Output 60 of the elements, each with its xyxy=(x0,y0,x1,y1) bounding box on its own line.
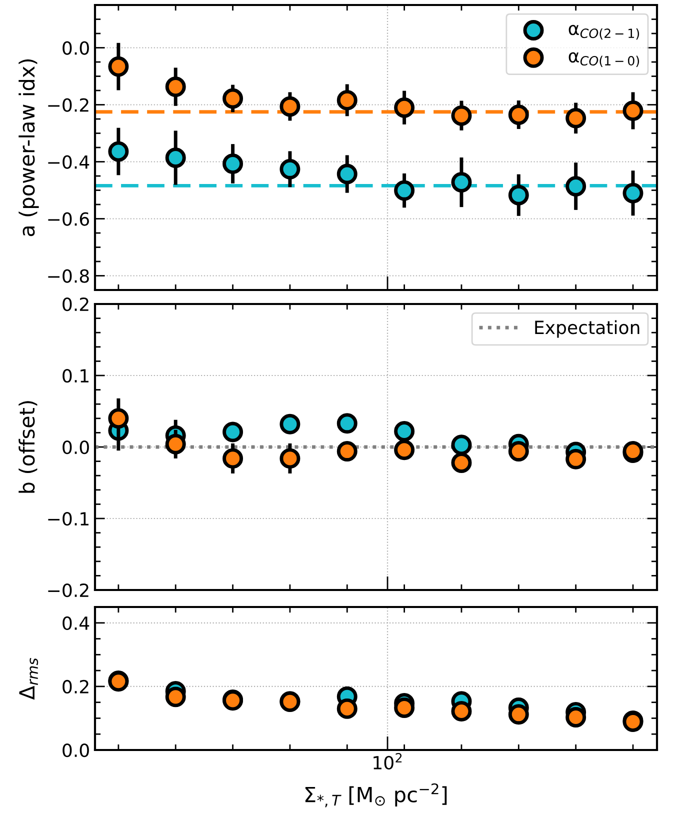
y-tick-label: 0.0 xyxy=(62,743,89,758)
point xyxy=(451,700,472,722)
point xyxy=(394,97,415,118)
point xyxy=(108,56,129,77)
point xyxy=(108,408,129,429)
y-tick-label: −0.2 xyxy=(48,583,88,598)
point xyxy=(451,452,472,473)
y-tick-label: −0.2 xyxy=(48,98,88,112)
y-tick-label: −0.4 xyxy=(48,155,90,169)
point xyxy=(508,184,529,206)
point xyxy=(451,105,472,126)
point xyxy=(280,448,300,469)
y-tick-label: 0.4 xyxy=(62,616,90,630)
point xyxy=(508,704,529,725)
legend-label: Expectation xyxy=(535,320,640,338)
point xyxy=(566,448,586,470)
y-tick-label: −0.6 xyxy=(48,212,89,226)
point xyxy=(622,182,644,204)
x-axis-title: Σ$_{*,T}$ [M$_{⊙}$ pc$^{−2}$] xyxy=(305,783,447,808)
y-axis-title: Δ$_{rms}$ xyxy=(19,658,38,700)
point xyxy=(222,88,244,109)
point xyxy=(451,434,472,456)
point xyxy=(394,180,415,201)
point xyxy=(508,441,529,462)
y-tick-label: 0.2 xyxy=(62,680,88,694)
point xyxy=(394,440,415,460)
legend-label: α$_{CO(1−0)}$ xyxy=(568,52,640,68)
point xyxy=(165,148,186,168)
point xyxy=(566,176,586,196)
point xyxy=(451,172,472,193)
point xyxy=(566,108,586,128)
point xyxy=(280,96,300,117)
y-axis-title: b (offset) xyxy=(18,401,38,493)
point xyxy=(566,707,586,728)
point xyxy=(394,697,415,718)
text: 10$^{2}$ xyxy=(374,753,402,770)
point xyxy=(336,90,358,110)
point xyxy=(165,76,186,98)
point xyxy=(280,158,300,180)
y-tick-label: −0.8 xyxy=(48,269,89,283)
point xyxy=(336,441,358,462)
point xyxy=(508,104,529,125)
point xyxy=(280,414,300,434)
point xyxy=(222,154,244,174)
legend-label: α$_{CO(2−1)}$ xyxy=(568,24,640,40)
point xyxy=(336,164,358,184)
point xyxy=(222,448,244,469)
y-tick-label: 0.1 xyxy=(62,368,88,383)
point xyxy=(622,100,644,121)
point xyxy=(336,698,358,719)
y-tick-label: 0.2 xyxy=(62,297,88,312)
y-axis-title: a (power-law idx) xyxy=(18,59,39,236)
point xyxy=(108,141,129,162)
y-tick-label: 0.0 xyxy=(62,41,89,55)
point xyxy=(165,434,186,454)
y-tick-label: −0.1 xyxy=(48,512,88,526)
point xyxy=(165,686,186,708)
y-tick-label: 0.0 xyxy=(62,440,89,454)
point xyxy=(394,421,415,442)
point xyxy=(336,413,358,434)
